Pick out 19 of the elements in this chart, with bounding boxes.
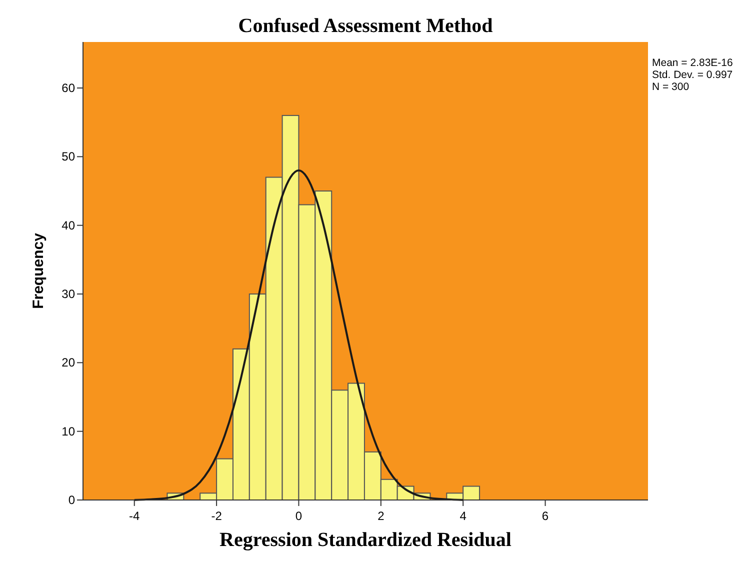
text: Std. Dev. = 0.997 <box>652 69 733 81</box>
x-tick-label: 6 <box>542 509 549 523</box>
y-tick-label: 30 <box>62 287 76 302</box>
x-tick-label: 2 <box>378 509 385 523</box>
text: N = 300 <box>652 81 690 93</box>
y-tick-label: 60 <box>62 81 76 96</box>
x-axis-title: Regression Standardized Residual <box>220 529 512 551</box>
x-tick-label: -4 <box>129 509 140 523</box>
y-tick-label: 0 <box>68 493 76 507</box>
y-tick-label: 20 <box>62 356 76 370</box>
y-tick-label: 10 <box>62 424 76 438</box>
chart-title: Confused Assessment Method <box>238 15 493 37</box>
y-axis-title: Frequency <box>30 232 47 309</box>
x-tick-label: 0 <box>295 509 302 523</box>
text: Mean = 2.83E-16 <box>652 57 734 69</box>
y-tick-label: 50 <box>62 150 76 164</box>
y-tick-label: 40 <box>62 218 76 232</box>
x-tick-label: 4 <box>460 509 467 523</box>
x-tick-label: -2 <box>211 509 222 523</box>
